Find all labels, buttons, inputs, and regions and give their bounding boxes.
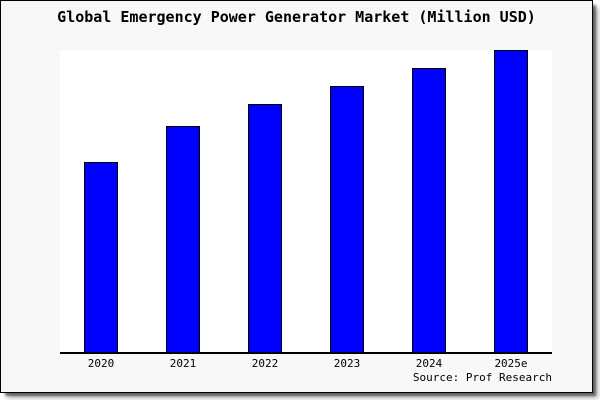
plot-area [60,50,552,354]
chart-title: Global Emergency Power Generator Market … [57,8,536,26]
bar-2021 [166,125,200,352]
x-axis-label-2024: 2024 [415,357,443,370]
x-axis-label-2023: 2023 [333,357,361,370]
bar-slot [388,50,470,352]
bar-slot [224,50,306,352]
bar-slot [306,50,388,352]
source-text: Source: Prof Research [412,371,552,384]
bar-2022 [248,104,282,352]
chart-panel: Global Emergency Power Generator Market … [0,0,593,393]
bar-2023 [330,86,364,352]
bars [60,50,552,352]
bar-2020 [84,161,118,352]
x-axis-labels: 2020 2021 2022 2023 2024 2025e [60,357,552,370]
x-axis-label-2025e: 2025e [494,357,528,370]
bar-slot [142,50,224,352]
x-axis-label-2022: 2022 [251,357,279,370]
bar-slot [470,50,552,352]
x-axis-label-2021: 2021 [169,357,197,370]
bar-2025e [494,50,528,352]
bar-slot [60,50,142,352]
bar-2024 [412,68,446,352]
x-axis-label-2020: 2020 [87,357,115,370]
